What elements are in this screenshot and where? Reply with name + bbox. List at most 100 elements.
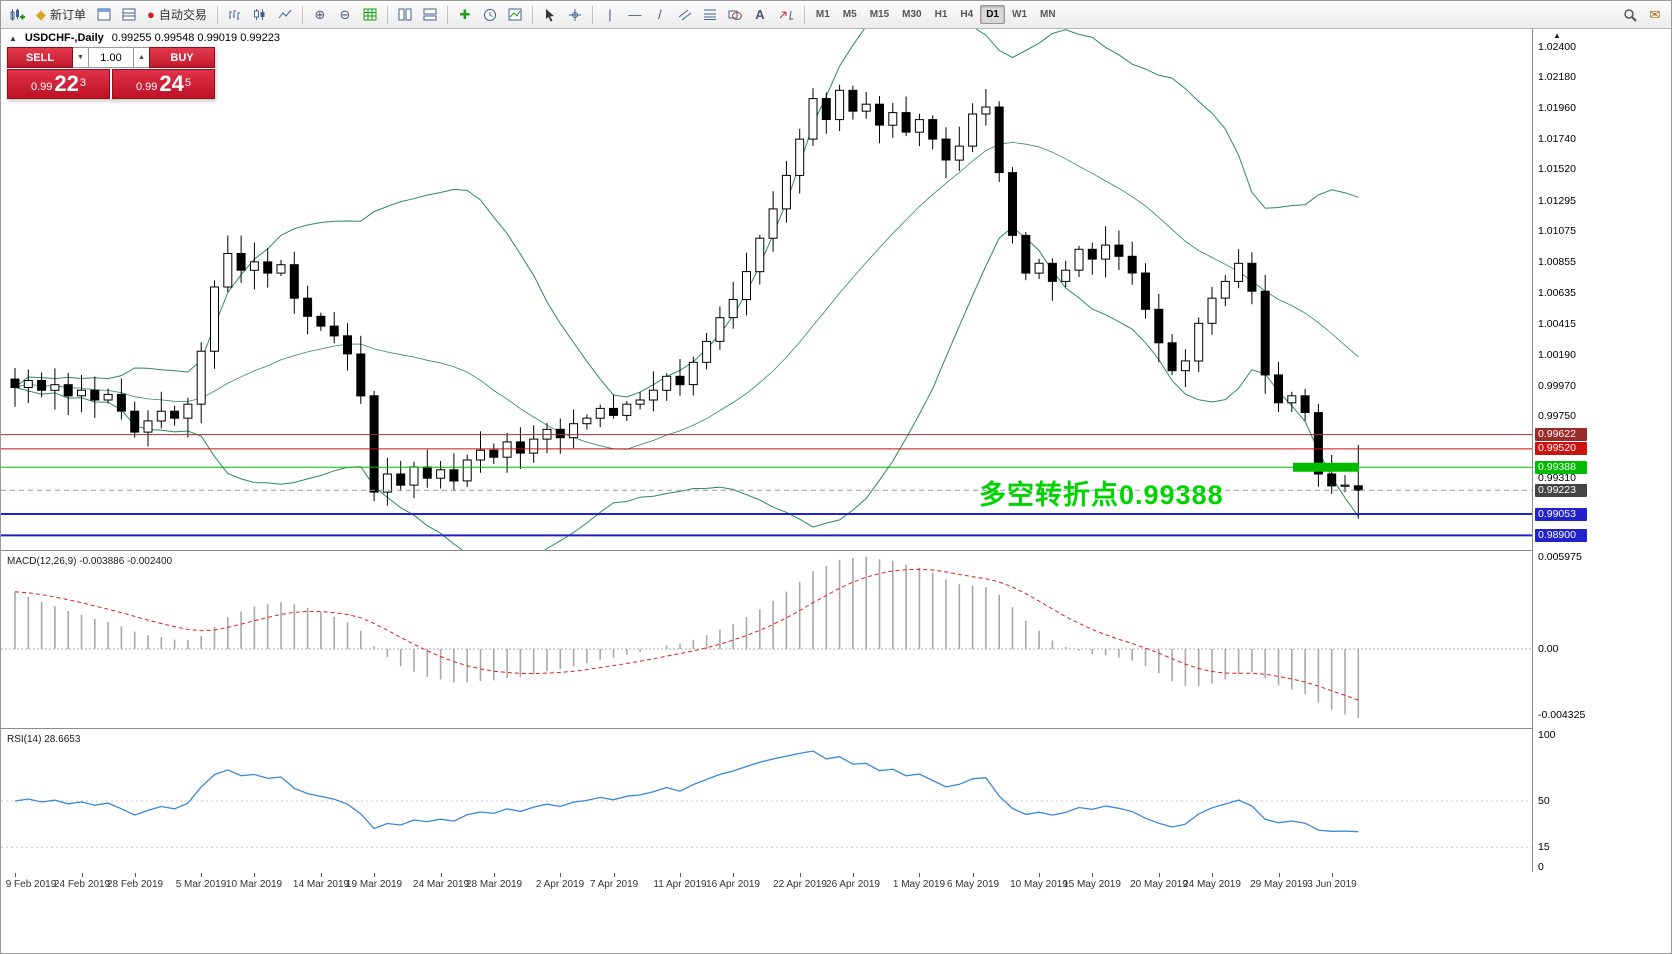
time-axis-tick [1332, 873, 1333, 877]
bollinger-upper-band [14, 29, 1359, 398]
bar-chart-button[interactable] [223, 4, 247, 26]
periods-button[interactable] [478, 4, 502, 26]
fibonacci-tool-button[interactable] [698, 4, 722, 26]
toolbar-separator [531, 5, 533, 24]
timeframe-m30[interactable]: M30 [902, 9, 922, 20]
new-order-button[interactable]: ◆ 新订单 [31, 4, 91, 26]
grid-button[interactable] [358, 4, 382, 26]
trendline-tool-button[interactable]: / [648, 4, 672, 26]
panel-separator[interactable] [1, 728, 1671, 729]
price-chart-canvas[interactable] [1, 29, 1532, 550]
shapes-icon [728, 10, 742, 20]
chart-annotation-text[interactable]: 多空转折点0.99388 [979, 480, 1224, 510]
time-axis-tick [1159, 873, 1160, 877]
horizontal-line-icon: — [628, 7, 642, 22]
time-axis-tick [800, 873, 801, 877]
auto-trading-label: 自动交易 [158, 8, 207, 22]
mailbox-button[interactable]: ✉ [1643, 4, 1667, 26]
candlestick-chart-button[interactable] [248, 4, 272, 26]
clock-icon [483, 8, 496, 21]
sell-button[interactable]: SELL [7, 47, 73, 68]
zoom-in-button[interactable]: ⊕ [308, 4, 332, 26]
zoom-out-button[interactable]: ⊖ [333, 4, 357, 26]
axis-label: 0.005975 [1538, 550, 1582, 563]
axis-label: 1.00635 [1538, 286, 1576, 299]
price-axis-special-label: 0.99053 [1535, 507, 1587, 521]
time-axis-tick [853, 873, 854, 877]
panel-separator[interactable] [1, 550, 1671, 551]
volume-decrement-button[interactable]: ▼ [73, 47, 88, 68]
volume-input[interactable] [88, 47, 134, 68]
auto-trading-button[interactable]: ● 自动交易 [142, 4, 212, 26]
timeframe-m5[interactable]: M5 [842, 9, 857, 20]
horizontal-line-tool-button[interactable]: — [623, 4, 647, 26]
rsi-line [14, 750, 1359, 833]
bar-chart-icon [228, 10, 240, 20]
timeframe-mn[interactable]: MN [1040, 9, 1056, 20]
chart-ohlc-values: 0.99255 0.99548 0.99019 0.99223 [111, 32, 280, 44]
axis-label: 1.01295 [1538, 194, 1576, 207]
grid-icon [363, 8, 377, 21]
zoom-out-icon: ⊖ [339, 7, 351, 22]
price-axis[interactable]: 1.02400 1.02180 1.01960 1.01740 1.01520 1.012… [1533, 29, 1671, 874]
macd-canvas[interactable] [1, 553, 1532, 728]
buy-price-main: 0.99 [135, 81, 158, 93]
line-chart-button[interactable] [273, 4, 297, 26]
date-label: 24 Feb 2019 [53, 879, 111, 890]
date-label: 3 Jun 2019 [1307, 879, 1357, 890]
text-tool-icon: A [755, 7, 765, 22]
date-label: 7 Apr 2019 [589, 879, 639, 890]
cascade-windows-icon [423, 8, 437, 21]
templates-button[interactable] [503, 4, 527, 26]
rsi-canvas[interactable] [1, 731, 1532, 872]
data-window-button[interactable] [117, 4, 141, 26]
price-axis-special-label: 0.99622 [1535, 428, 1587, 442]
search-button[interactable] [1618, 4, 1642, 26]
price-axis-special-label: 0.99223 [1535, 483, 1587, 497]
buy-button[interactable]: BUY [149, 47, 215, 68]
macd-indicator-label: MACD(12,26,9) -0.003886 -0.002400 [7, 556, 173, 567]
sell-price-button[interactable]: 0.99 22 3 [7, 69, 110, 99]
time-axis-tick [15, 873, 16, 877]
axis-label: 15 [1538, 840, 1550, 853]
date-label: 29 May 2019 [1250, 879, 1308, 890]
timeframe-h1[interactable]: H1 [934, 9, 948, 20]
indicators-button[interactable]: ✚ [453, 4, 477, 26]
time-axis-tick [374, 873, 375, 877]
channel-tool-button[interactable] [673, 4, 697, 26]
price-axis-special-label: 0.99520 [1535, 442, 1587, 456]
axis-label: 0.00 [1538, 642, 1559, 655]
volume-increment-button[interactable]: ▲ [134, 47, 149, 68]
timeframe-d1[interactable]: D1 [980, 5, 1005, 24]
date-label: 28 Mar 2019 [465, 879, 523, 890]
buy-price-button[interactable]: 0.99 24 5 [112, 69, 215, 99]
candles-layer [10, 84, 1363, 519]
date-label: 16 Apr 2019 [706, 879, 760, 890]
toolbar-separator [301, 5, 303, 24]
chart-window-button[interactable] [92, 4, 116, 26]
date-label: 5 Mar 2019 [175, 879, 227, 890]
tile-windows-button[interactable] [393, 4, 417, 26]
axis-label: 1.00855 [1538, 256, 1576, 269]
search-icon [1624, 8, 1637, 22]
crosshair-button[interactable] [563, 4, 587, 26]
new-chart-button[interactable] [5, 4, 30, 26]
timeframe-h4[interactable]: H4 [960, 9, 974, 20]
shapes-tool-button[interactable] [723, 4, 747, 26]
arrow-tools-button[interactable] [773, 4, 799, 26]
axis-label: 0.99310 [1538, 471, 1576, 484]
data-window-icon [122, 8, 136, 21]
time-axis[interactable]: 9 Feb 2019 24 Feb 2019 28 Feb 2019 5 Mar 20… [1, 872, 1671, 896]
price-axis-separator [1532, 29, 1533, 874]
text-tool-button[interactable]: A [748, 4, 772, 26]
timeframe-m15[interactable]: M15 [869, 9, 890, 20]
cascade-windows-button[interactable] [418, 4, 442, 26]
one-click-collapse-icon[interactable]: ▲ [9, 33, 17, 43]
channel-icon [678, 9, 692, 21]
macd-signal-line [14, 568, 1359, 701]
timeframe-w1[interactable]: W1 [1012, 9, 1027, 20]
vertical-line-tool-button[interactable]: | [598, 4, 622, 26]
timeframe-m1[interactable]: M1 [815, 9, 830, 20]
cursor-button[interactable] [538, 4, 562, 26]
